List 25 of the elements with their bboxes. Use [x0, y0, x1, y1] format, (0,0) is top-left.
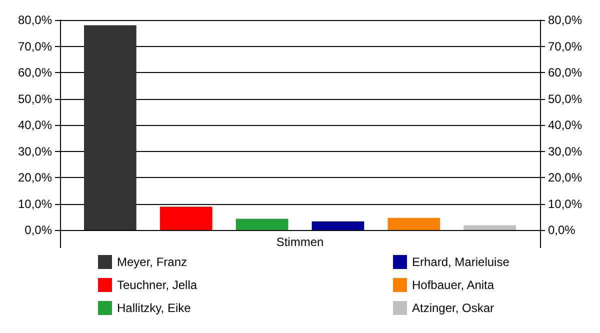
y-tick-label: 0,0%: [24, 223, 52, 237]
legend-label: Meyer, Franz: [117, 255, 188, 269]
text: 70,0%: [548, 39, 582, 54]
text: 30,0%: [548, 144, 582, 158]
text: 60,0%: [548, 66, 582, 80]
legend-label: Atzinger, Oskar: [412, 301, 494, 315]
legend-label: Hallitzky, Eike: [117, 301, 192, 315]
legend-label: Hofbauer, Anita: [412, 278, 494, 292]
y-tick-label: 40,0%: [18, 118, 52, 132]
y-tick-label: 70,0%: [18, 39, 52, 54]
x-tick-label: Stimmen: [276, 235, 324, 249]
text: 0,0%: [548, 223, 576, 237]
text: 80,0%: [548, 13, 582, 27]
y-tick-label: 50,0%: [18, 92, 52, 106]
text: 10,0%: [548, 196, 582, 211]
text: 50,0%: [548, 92, 582, 106]
text: 40,0%: [548, 118, 582, 132]
y-tick-label: 10,0%: [18, 196, 52, 211]
text: 20,0%: [548, 170, 582, 184]
y-tick-label: 30,0%: [18, 144, 52, 158]
y-tick-label: 80,0%: [18, 13, 52, 27]
y-tick-label: 60,0%: [18, 66, 52, 80]
legend-label: Teuchner, Jella: [117, 278, 198, 292]
y-tick-label: 20,0%: [18, 170, 52, 184]
legend-label: Erhard, Marieluise: [412, 255, 510, 269]
